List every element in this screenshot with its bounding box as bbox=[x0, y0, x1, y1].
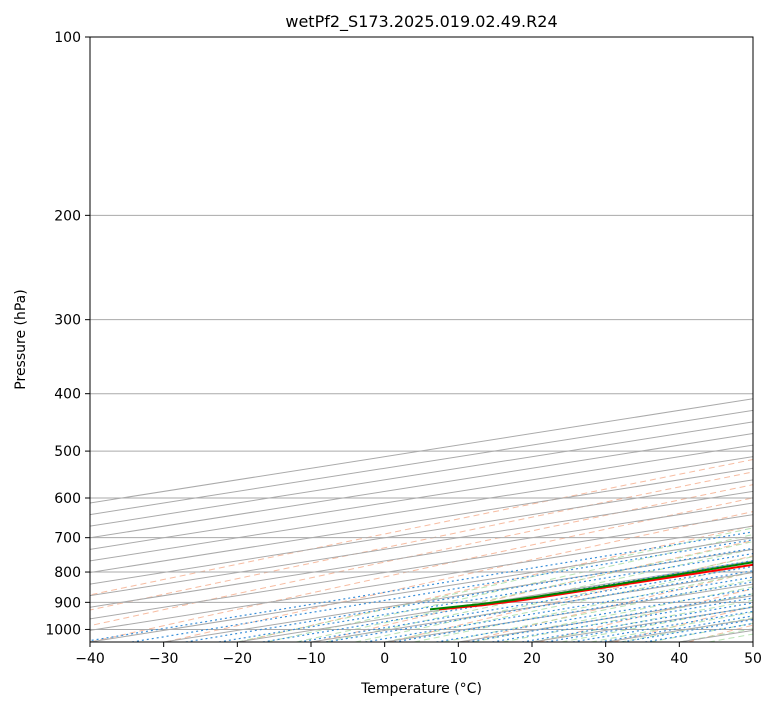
mixing-ratio-line bbox=[492, 597, 753, 642]
moist-adiabat bbox=[266, 534, 753, 642]
isotherm-line bbox=[90, 525, 753, 631]
moist-adiabat bbox=[237, 527, 753, 642]
mixing-ratio-line bbox=[546, 606, 753, 642]
x-tick-label: 20 bbox=[523, 651, 541, 667]
isotherm-line bbox=[90, 456, 753, 562]
isotherm-line bbox=[90, 479, 753, 585]
isotherm-line bbox=[90, 444, 753, 550]
axis-ticks: −40 −30 −20 −10 0 10 20 30 40 50 100 200 300 400 500 60… bbox=[45, 30, 762, 667]
x-tick-label: 50 bbox=[744, 651, 762, 667]
dry-adiabat bbox=[90, 459, 753, 596]
dry-adiabat bbox=[165, 511, 753, 642]
y-tick-label: 900 bbox=[54, 595, 81, 611]
y-axis-label: Pressure (hPa) bbox=[13, 289, 29, 389]
isotherm-line bbox=[90, 514, 753, 620]
dry-adiabat bbox=[314, 540, 753, 642]
x-tick-label: 10 bbox=[449, 651, 467, 667]
y-tick-label: 600 bbox=[54, 491, 81, 507]
dry-adiabat bbox=[90, 497, 753, 642]
y-tick-label: 500 bbox=[54, 444, 81, 460]
x-tick-label: −10 bbox=[296, 651, 326, 667]
mixing-ratio-line bbox=[131, 539, 753, 642]
y-tick-label: 300 bbox=[54, 313, 81, 329]
isotherm-line bbox=[752, 641, 753, 642]
y-tick-label: 400 bbox=[54, 387, 81, 403]
dry-adiabat bbox=[763, 37, 775, 642]
x-tick-label: −30 bbox=[149, 651, 179, 667]
background-lines bbox=[90, 37, 775, 642]
y-tick-label: 700 bbox=[54, 531, 81, 547]
y-tick-label: 100 bbox=[54, 30, 81, 46]
moist-adiabat bbox=[502, 593, 753, 642]
isotherm-line bbox=[90, 502, 753, 608]
dry-adiabat bbox=[90, 484, 753, 627]
mixing-ratio-line bbox=[90, 531, 753, 642]
moist-adiabat bbox=[414, 571, 753, 642]
profiles bbox=[429, 561, 753, 611]
x-axis-label: Temperature (°C) bbox=[360, 681, 482, 697]
isotherm-line bbox=[90, 490, 753, 597]
x-tick-label: 30 bbox=[597, 651, 615, 667]
isotherm-line bbox=[90, 537, 753, 642]
x-tick-label: −20 bbox=[223, 651, 253, 667]
y-tick-label: 800 bbox=[54, 565, 81, 581]
dry-adiabat bbox=[538, 588, 753, 642]
x-tick-label: −40 bbox=[75, 651, 105, 667]
mixing-ratio-line bbox=[572, 610, 753, 642]
y-tick-label: 1000 bbox=[45, 622, 81, 638]
x-tick-label: 40 bbox=[670, 651, 688, 667]
chart-title: wetPf2_S173.2025.019.02.49.R24 bbox=[285, 12, 557, 32]
moist-adiabat bbox=[355, 556, 753, 642]
temperature-profile bbox=[438, 563, 753, 611]
plot-area bbox=[90, 37, 753, 642]
dry-adiabat bbox=[389, 555, 753, 642]
x-tick-label: 0 bbox=[380, 651, 389, 667]
mixing-ratio-line bbox=[467, 593, 753, 642]
plot-frame bbox=[89, 36, 754, 643]
y-tick-label: 200 bbox=[54, 208, 81, 224]
mixing-ratio-line bbox=[436, 588, 753, 642]
isotherm-line bbox=[90, 467, 753, 574]
mixing-ratio-line bbox=[521, 602, 753, 642]
